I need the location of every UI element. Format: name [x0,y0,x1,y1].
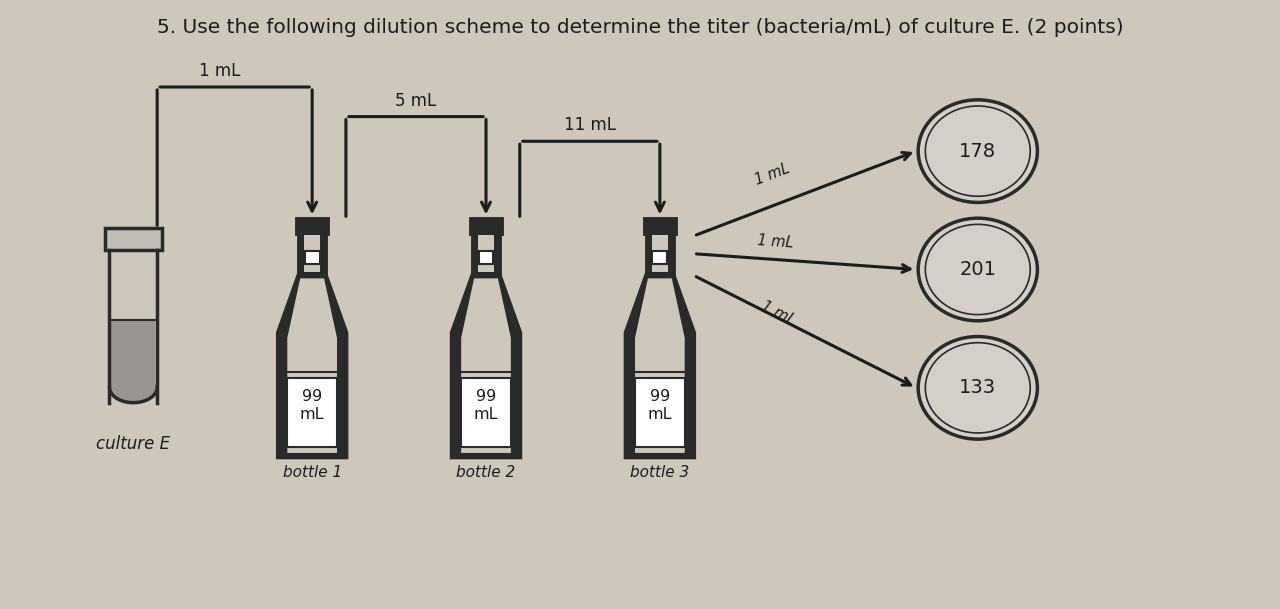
Polygon shape [287,278,337,453]
Bar [653,252,667,264]
Polygon shape [111,385,155,403]
Polygon shape [452,275,520,457]
Bar [477,235,494,272]
Text: culture E: culture E [96,435,170,453]
Text: 11 mL: 11 mL [563,116,616,135]
Text: 1 mL: 1 mL [753,161,792,188]
Text: bottle 3: bottle 3 [630,465,690,480]
Bar [105,228,163,250]
Text: 133: 133 [959,378,996,397]
Text: 5. Use the following dilution scheme to determine the titer (bacteria/mL) of cul: 5. Use the following dilution scheme to … [156,18,1124,37]
Polygon shape [635,278,685,453]
Ellipse shape [918,218,1037,321]
Polygon shape [278,275,346,457]
Bar [635,378,685,447]
Polygon shape [461,278,511,453]
Text: 1 mL: 1 mL [200,62,241,80]
Text: 99
mL: 99 mL [474,389,498,422]
Bar [645,219,675,233]
Polygon shape [626,275,694,457]
Text: bottle 2: bottle 2 [457,465,516,480]
Text: 99
mL: 99 mL [648,389,672,422]
Ellipse shape [918,337,1037,439]
Bar [287,378,337,447]
Bar [474,233,499,275]
Ellipse shape [918,100,1037,202]
Bar [305,235,320,272]
Text: 1 mL: 1 mL [756,233,795,251]
Bar [646,233,673,275]
Text: 5 mL: 5 mL [396,92,436,110]
Text: bottle 1: bottle 1 [283,465,342,480]
Polygon shape [111,320,155,385]
Text: 178: 178 [959,142,996,161]
Bar [471,219,500,233]
Text: 99
mL: 99 mL [300,389,324,422]
Text: 1 mL: 1 mL [759,298,797,328]
Bar [305,252,320,264]
Text: 201: 201 [959,260,996,279]
Bar [297,219,328,233]
Bar [461,378,511,447]
Bar [652,235,668,272]
Bar [300,233,325,275]
Bar [479,252,494,264]
